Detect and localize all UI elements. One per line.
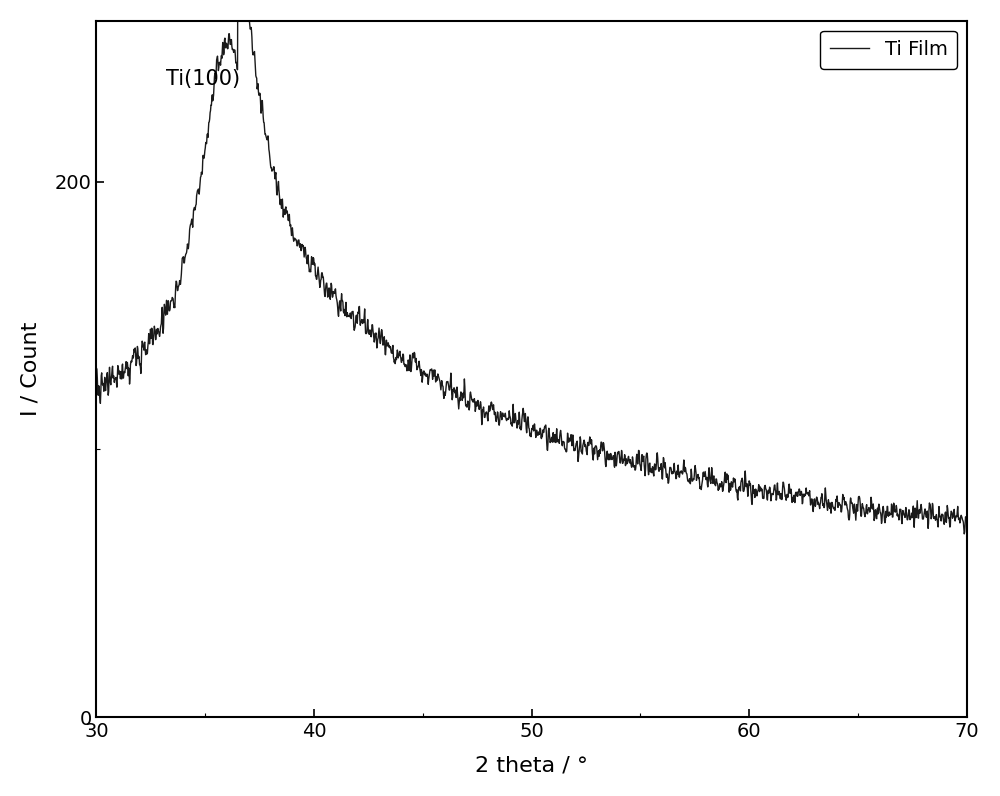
Ti Film (936, 511, 948, 521)
Ti Film (491, 411, 503, 420)
Text: Ti(100): Ti(100) (166, 69, 240, 89)
X-axis label: 2 theta / °: 2 theta / ° (475, 755, 588, 775)
Ti Film (961, 511, 973, 521)
Ti Film (135, 369, 147, 378)
Line: Ti Film: Ti Film (96, 0, 967, 534)
Y-axis label: I / Count: I / Count (21, 322, 41, 416)
Ti Film (936, 509, 948, 519)
Ti Film (514, 424, 526, 434)
Legend: Ti Film: Ti Film (820, 30, 957, 69)
Ti Film (90, 364, 102, 373)
Ti Film (776, 490, 788, 500)
Ti Film (958, 529, 970, 539)
